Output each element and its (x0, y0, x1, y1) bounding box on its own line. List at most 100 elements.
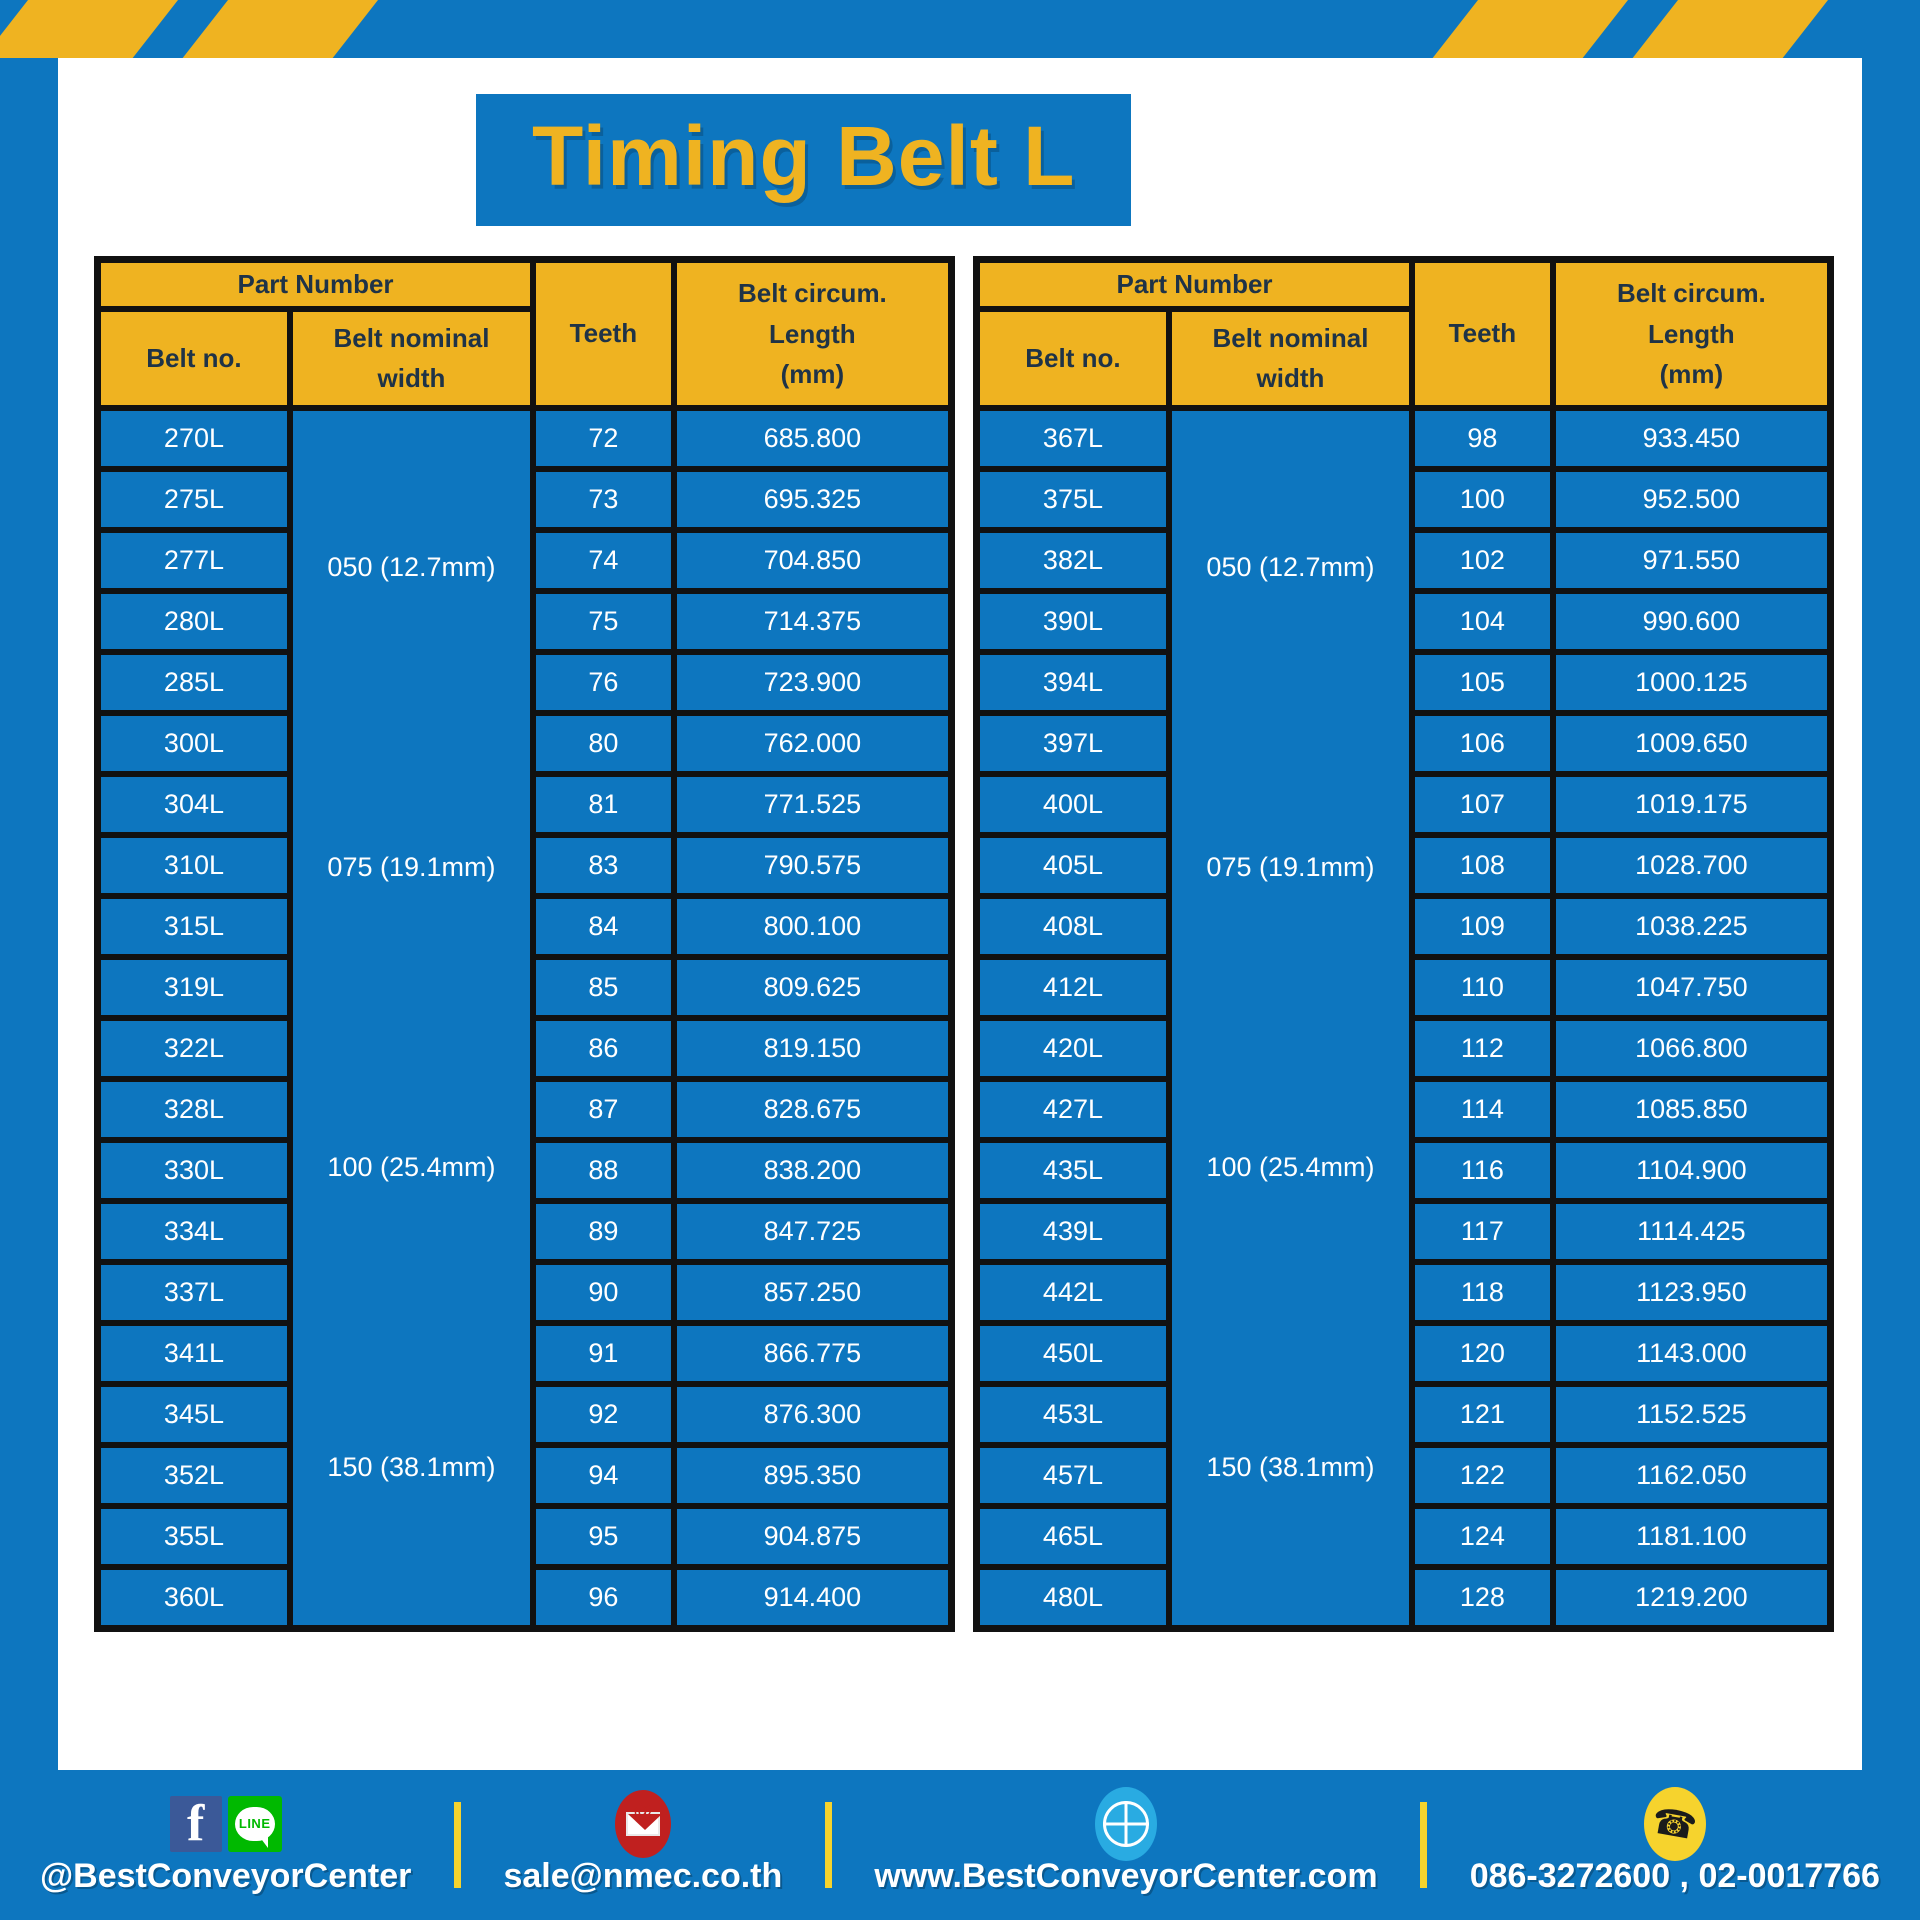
table-row: 394L 105 1000.125 (977, 651, 1830, 713)
cell-teeth: 124 (1412, 1505, 1553, 1567)
footer-email-group[interactable]: sale@nmec.co.th (503, 1789, 783, 1896)
width-option-2: 100 (25.4mm) (1206, 1152, 1375, 1183)
cell-belt-no: 352L (98, 1444, 290, 1506)
cell-belt-no: 397L (977, 712, 1169, 774)
cell-teeth: 100 (1412, 468, 1553, 530)
cell-belt-no: 382L (977, 529, 1169, 591)
cell-teeth: 73 (533, 468, 674, 530)
table-row: 400L 107 1019.175 (977, 773, 1830, 835)
width-option-1: 075 (19.1mm) (1206, 852, 1375, 883)
cell-teeth: 104 (1412, 590, 1553, 652)
page-title: Timing Belt L (532, 109, 1076, 203)
cell-belt-no: 300L (98, 712, 290, 774)
width-option-1: 075 (19.1mm) (327, 852, 496, 883)
cell-length: 819.150 (673, 1017, 951, 1079)
cell-belt-no: 277L (98, 529, 290, 591)
cell-teeth: 128 (1412, 1566, 1553, 1628)
cell-belt-no: 310L (98, 834, 290, 896)
table-row: 405L 108 1028.700 (977, 834, 1830, 896)
cell-teeth: 90 (533, 1261, 674, 1323)
table-row: 328L 87 828.675 (98, 1078, 951, 1140)
cell-teeth: 91 (533, 1322, 674, 1384)
cell-teeth: 74 (533, 529, 674, 591)
cell-teeth: 116 (1412, 1139, 1553, 1201)
tables-container: Part Number Teeth Belt circum. Length (m… (94, 256, 1834, 1632)
footer-website-label[interactable]: www.BestConveyorCenter.com (874, 1856, 1378, 1895)
cell-length: 1038.225 (1552, 895, 1830, 957)
header-belt-circum: Belt circum. Length (mm) (673, 260, 951, 408)
table-row: 408L 109 1038.225 (977, 895, 1830, 957)
footer-social-group[interactable]: LINE @BestConveyorCenter (40, 1794, 412, 1896)
header-belt-nominal-width: Belt nominal width (289, 309, 534, 408)
cell-teeth: 121 (1412, 1383, 1553, 1445)
table-body-left: 270L 050 (12.7mm) 075 (19.1mm) 100 (25.4mm)… (98, 407, 951, 1628)
cell-length: 1152.525 (1552, 1383, 1830, 1445)
decor-stripe-right-1 (1432, 0, 1628, 58)
decor-stripe-left-2 (182, 0, 378, 58)
cell-length: 1162.050 (1552, 1444, 1830, 1506)
cell-length: 1028.700 (1552, 834, 1830, 896)
table-row: 420L 112 1066.800 (977, 1017, 1830, 1079)
cell-belt-no: 412L (977, 956, 1169, 1018)
cell-belt-no: 275L (98, 468, 290, 530)
table-row: 304L 81 771.525 (98, 773, 951, 835)
cell-teeth: 95 (533, 1505, 674, 1567)
timing-belt-table-right: Part Number Teeth Belt circum. Length (m… (973, 256, 1834, 1632)
table-row: 397L 106 1009.650 (977, 712, 1830, 774)
cell-teeth: 86 (533, 1017, 674, 1079)
table-row: 360L 96 914.400 (98, 1566, 951, 1628)
cell-length: 895.350 (673, 1444, 951, 1506)
footer-website-group[interactable]: www.BestConveyorCenter.com (874, 1786, 1378, 1896)
header-row-top: Part Number Teeth Belt circum. Length (m… (98, 260, 951, 408)
line-icon-label: LINE (238, 1816, 271, 1831)
cell-length: 1009.650 (1552, 712, 1830, 774)
cell-length: 857.250 (673, 1261, 951, 1323)
header-belt-circum-line3: (mm) (1659, 358, 1724, 389)
table-row: 341L 91 866.775 (98, 1322, 951, 1384)
cell-belt-no: 367L (977, 407, 1169, 469)
cell-teeth: 89 (533, 1200, 674, 1262)
table-row: 450L 120 1143.000 (977, 1322, 1830, 1384)
line-icon[interactable]: LINE (227, 1795, 282, 1852)
cell-belt-no: 405L (977, 834, 1169, 896)
phone-icon[interactable]: ☎ (1643, 1786, 1706, 1861)
table-header-right: Part Number Teeth Belt circum. Length (m… (977, 260, 1830, 408)
cell-length: 1066.800 (1552, 1017, 1830, 1079)
cell-belt-no: 330L (98, 1139, 290, 1201)
table-row: 435L 116 1104.900 (977, 1139, 1830, 1201)
cell-length: 723.900 (673, 651, 951, 713)
footer-divider-3 (1420, 1802, 1428, 1888)
cell-length: 1047.750 (1552, 956, 1830, 1018)
header-belt-circum-line1: Belt circum. (1616, 278, 1766, 309)
table-row: 280L 75 714.375 (98, 590, 951, 652)
cell-belt-no: 328L (98, 1078, 290, 1140)
footer-social-label[interactable]: @BestConveyorCenter (40, 1856, 412, 1895)
header-belt-nominal-width-line1: Belt nominal (1212, 323, 1369, 353)
cell-teeth: 114 (1412, 1078, 1553, 1140)
table-row: 345L 92 876.300 (98, 1383, 951, 1445)
cell-teeth: 106 (1412, 712, 1553, 774)
header-teeth: Teeth (533, 260, 674, 408)
cell-belt-no: 319L (98, 956, 290, 1018)
cell-teeth: 81 (533, 773, 674, 835)
header-belt-circum-line2: Length (769, 318, 856, 349)
table-row: 427L 114 1085.850 (977, 1078, 1830, 1140)
footer-phone-label[interactable]: 086-3272600 , 02-0017766 (1469, 1856, 1880, 1895)
cell-teeth: 107 (1412, 773, 1553, 835)
footer-phone-group[interactable]: ☎ 086-3272600 , 02-0017766 (1469, 1786, 1880, 1896)
table-row: 315L 84 800.100 (98, 895, 951, 957)
footer-email-label[interactable]: sale@nmec.co.th (503, 1856, 783, 1895)
cell-length: 952.500 (1552, 468, 1830, 530)
header-belt-circum-line1: Belt circum. (737, 278, 887, 309)
cell-teeth: 98 (1412, 407, 1553, 469)
cell-teeth: 122 (1412, 1444, 1553, 1506)
table-row: 285L 76 723.900 (98, 651, 951, 713)
cell-length: 685.800 (673, 407, 951, 469)
table-row: 453L 121 1152.525 (977, 1383, 1830, 1445)
facebook-icon[interactable] (169, 1794, 222, 1853)
globe-icon[interactable] (1094, 1786, 1157, 1861)
header-row-top: Part Number Teeth Belt circum. Length (m… (977, 260, 1830, 408)
header-belt-nominal-width-line2: width (377, 363, 446, 394)
cell-belt-no: 400L (977, 773, 1169, 835)
email-icon[interactable] (614, 1789, 671, 1858)
